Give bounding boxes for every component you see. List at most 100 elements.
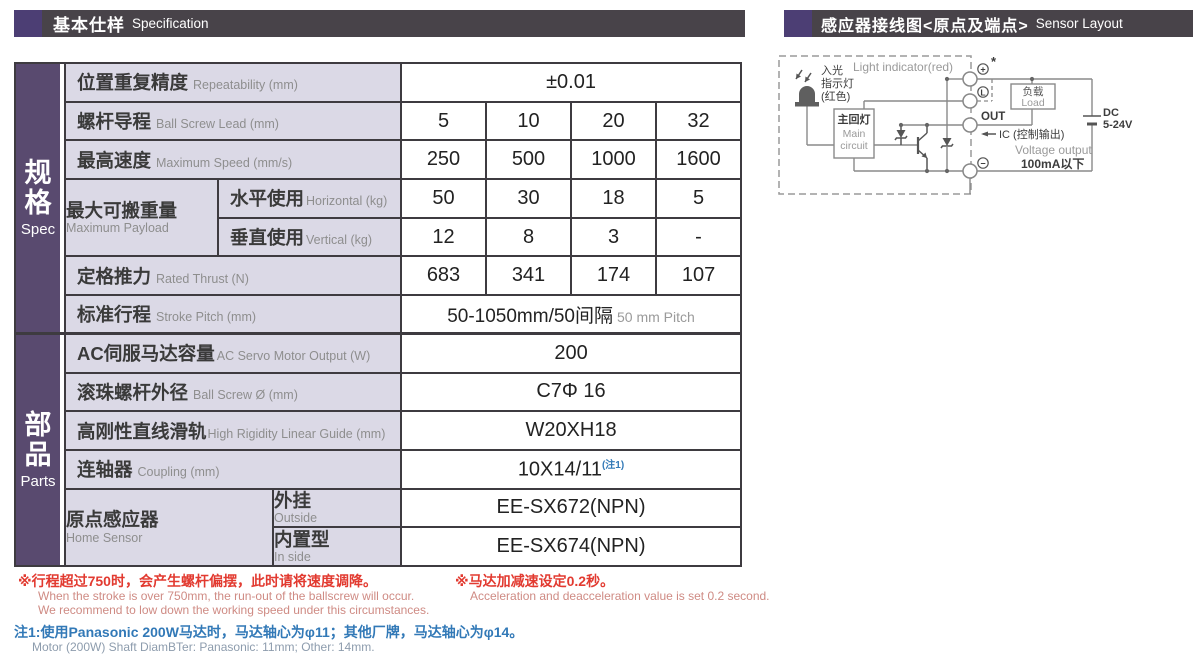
value-sensor-inside: EE-SX674(NPN)	[399, 526, 743, 567]
led-indicator-icon	[795, 69, 819, 107]
sensor-section-header: 感应器接线图<原点及端点> Sensor Layout	[784, 10, 1193, 37]
header-accent-square	[14, 10, 42, 37]
label-en: Horizontal (kg)	[306, 194, 388, 209]
zener-diode-icon	[940, 79, 954, 171]
value-stroke: 50-1050mm/50间隔 50 mm Pitch	[399, 294, 743, 335]
table-row: 部品 Parts AC伺服马达容量 AC Servo Motor Output (…	[14, 332, 743, 567]
label-en: In side	[274, 550, 311, 565]
label-zh: 最高速度	[77, 149, 152, 171]
label-zh: 原点感应器	[66, 509, 159, 531]
note-stroke-warning-en1: When the stroke is over 750mm, the run-o…	[38, 589, 415, 603]
svg-text:−: −	[980, 158, 985, 168]
stroke-value-sub: 50 mm Pitch	[617, 308, 695, 325]
label-repeatability: 位置重复精度 Repeatability (mm)	[64, 62, 402, 103]
label-en: Ball Screw Lead (mm)	[156, 117, 279, 132]
side-label-spec: 规格 Spec	[14, 62, 66, 335]
specification-table: 规格 Spec 位置重复精度 Repeatability (mm) ±0.01 螺…	[14, 62, 743, 567]
zener-diode-icon	[894, 125, 908, 145]
label-zh: 螺杆导程	[77, 111, 152, 133]
note-motor-shaft-zh: 注1:使用Panasonic 200W马达时，马达轴心为φ11；其他厂牌，马达轴…	[14, 624, 524, 640]
value-speed-3: 1000	[570, 139, 657, 181]
spec-header-title-en: Specification	[132, 16, 209, 31]
load-en: Load	[1021, 97, 1045, 109]
value-motor-output: 200	[399, 332, 743, 374]
svg-text:L: L	[980, 88, 985, 98]
value-horizontal-2: 30	[485, 178, 572, 219]
value-vertical-4: -	[654, 216, 743, 258]
terminal-l	[962, 93, 978, 109]
label-zh: 外挂	[274, 490, 312, 512]
terminal-minus-symbol: −	[977, 157, 989, 169]
sensor-wiring-diagram: 入光 指示灯 (红色) Light indicator(red) 主回灯 Mai…	[778, 54, 1133, 195]
value-lead-1: 5	[400, 100, 487, 142]
value-vertical-1: 12	[400, 216, 487, 258]
terminal-plus	[962, 71, 978, 87]
table-row: 连轴器 Coupling (mm) 10X14/11(注1)	[15, 448, 743, 490]
label-en: Maximum Speed (mm/s)	[156, 155, 293, 170]
label-en: Home Sensor	[66, 530, 143, 545]
table-row: 螺杆导程 Ball Screw Lead (mm) 5 10 20 32	[15, 100, 743, 142]
value-lead-3: 20	[570, 100, 657, 142]
label-zh: 定格推力	[77, 265, 152, 287]
dc-label-2: 5-24V	[1103, 119, 1133, 131]
coupling-footnote-ref: (注1)	[601, 460, 625, 472]
header-accent-square	[784, 10, 812, 37]
label-zh: AC伺服马达容量	[77, 343, 215, 365]
current-limit-label: 100mA以下	[1021, 157, 1084, 171]
label-en: Repeatability (mm)	[193, 78, 298, 93]
label-zh: 内置型	[274, 528, 330, 550]
stroke-value-main: 50-1050mm/50间隔	[447, 305, 613, 327]
label-linear-guide: 高刚性直线滑轨 High Rigidity Linear Guide (mm)	[64, 410, 402, 451]
sensor-header-title-en: Sensor Layout	[1035, 16, 1123, 31]
value-sensor-outside: EE-SX672(NPN)	[399, 487, 743, 529]
value-thrust-1: 683	[400, 255, 487, 297]
value-speed-2: 500	[485, 139, 572, 181]
table-row: 高刚性直线滑轨 High Rigidity Linear Guide (mm) W…	[15, 410, 743, 451]
note-accel-en: Acceleration and deacceleration value is…	[470, 589, 770, 603]
label-ball-screw-lead: 螺杆导程 Ball Screw Lead (mm)	[64, 100, 402, 142]
main-circuit-en1: Main	[843, 128, 866, 140]
label-en: Vertical (kg)	[306, 233, 373, 248]
transistor-icon	[916, 125, 928, 171]
table-row: 最大可搬重量 Maximum Payload 水平使用 Horizontal (k…	[15, 178, 743, 258]
label-zh: 位置重复精度	[77, 72, 189, 94]
dc-label-1: DC	[1103, 107, 1119, 119]
label-en: Rated Thrust (N)	[156, 271, 249, 286]
terminal-minus	[962, 163, 978, 179]
voltage-output-label: Voltage output	[1015, 143, 1092, 157]
label-zh: 连轴器	[77, 459, 133, 481]
value-thrust-3: 174	[570, 255, 657, 297]
label-max-speed: 最高速度 Maximum Speed (mm/s)	[64, 139, 402, 181]
note-motor-shaft-en: Motor (200W) Shaft DiamBTer: Panasonic: …	[32, 640, 375, 654]
label-en: Ball Screw Ø (mm)	[193, 387, 298, 402]
sublabel-outside: 外挂 Outside	[272, 487, 402, 529]
asterisk-mark: *	[991, 54, 997, 69]
value-thrust-2: 341	[485, 255, 572, 297]
value-ball-screw-od: C7Φ 16	[399, 371, 743, 413]
light-indicator-zh-3: (红色)	[821, 89, 850, 103]
ic-output-label: IC (控制输出)	[999, 127, 1064, 141]
terminal-l-symbol: L	[977, 86, 989, 98]
table-row: 定格推力 Rated Thrust (N) 683 341 174 107	[15, 255, 743, 297]
table-row: 滚珠螺杆外径 Ball Screw Ø (mm) C7Φ 16	[15, 371, 743, 413]
table-row: 内置型 In side EE-SX674(NPN)	[15, 526, 743, 567]
label-zh: 水平使用	[230, 188, 305, 210]
svg-text:+: +	[980, 65, 985, 75]
spec-header-title-zh: 基本仕样	[53, 16, 125, 35]
side-label-parts: 部品 Parts	[14, 332, 66, 567]
side-label-parts-zh: 部品	[24, 409, 52, 471]
value-lead-2: 10	[485, 100, 572, 142]
light-indicator-en: Light indicator(red)	[853, 60, 953, 74]
side-label-spec-zh: 规格	[24, 157, 52, 219]
label-home-sensor: 原点感应器 Home Sensor	[64, 487, 274, 567]
sensor-header-title-zh: 感应器接线图<原点及端点>	[821, 17, 1029, 35]
ic-arrow-icon	[981, 131, 988, 137]
light-indicator-zh-1: 入光	[821, 63, 843, 77]
value-thrust-4: 107	[654, 255, 743, 297]
side-label-spec-en: Spec	[20, 221, 56, 239]
out-terminal-label: OUT	[981, 111, 1005, 123]
value-horizontal-4: 5	[654, 178, 743, 219]
sublabel-horizontal: 水平使用 Horizontal (kg)	[217, 178, 402, 219]
label-en: Outside	[274, 511, 318, 526]
main-circuit-zh: 主回灯	[838, 112, 871, 126]
